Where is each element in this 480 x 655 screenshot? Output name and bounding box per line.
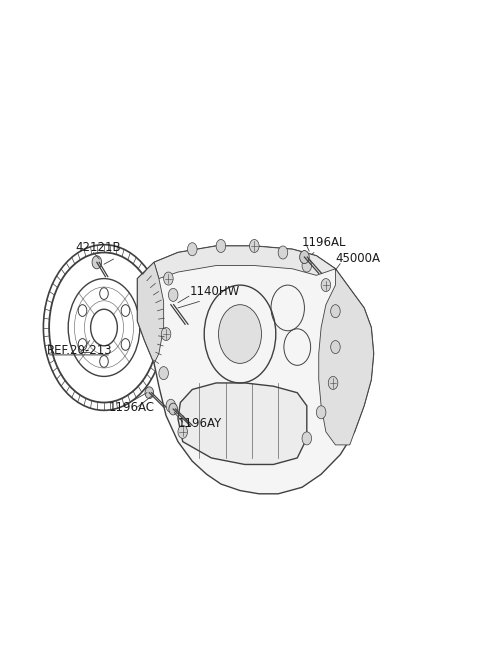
Circle shape xyxy=(250,240,259,252)
Text: 1196AY: 1196AY xyxy=(178,417,222,430)
Circle shape xyxy=(92,255,102,269)
Circle shape xyxy=(316,405,326,419)
Circle shape xyxy=(166,400,176,412)
Circle shape xyxy=(169,403,178,415)
Circle shape xyxy=(300,251,309,263)
Polygon shape xyxy=(154,246,336,278)
Circle shape xyxy=(168,288,178,301)
Polygon shape xyxy=(319,269,373,445)
Circle shape xyxy=(321,278,331,291)
Text: 42121B: 42121B xyxy=(75,241,121,254)
Circle shape xyxy=(331,341,340,354)
Circle shape xyxy=(164,272,173,285)
Text: 1196AC: 1196AC xyxy=(109,401,155,414)
Circle shape xyxy=(216,240,226,252)
Circle shape xyxy=(188,243,197,255)
Polygon shape xyxy=(137,246,373,494)
Text: 1196AL: 1196AL xyxy=(302,236,347,249)
Circle shape xyxy=(218,305,262,364)
Text: 45000A: 45000A xyxy=(336,252,381,265)
Circle shape xyxy=(331,305,340,318)
Text: REF.20-213: REF.20-213 xyxy=(47,344,112,356)
Circle shape xyxy=(278,246,288,259)
Circle shape xyxy=(166,298,176,311)
Circle shape xyxy=(159,367,168,380)
Text: 1140HW: 1140HW xyxy=(190,285,240,298)
Polygon shape xyxy=(178,383,307,464)
Circle shape xyxy=(302,432,312,445)
Circle shape xyxy=(302,259,312,272)
Circle shape xyxy=(161,328,171,341)
Circle shape xyxy=(145,387,154,399)
Circle shape xyxy=(328,377,338,390)
Polygon shape xyxy=(137,262,164,364)
Circle shape xyxy=(178,425,188,438)
